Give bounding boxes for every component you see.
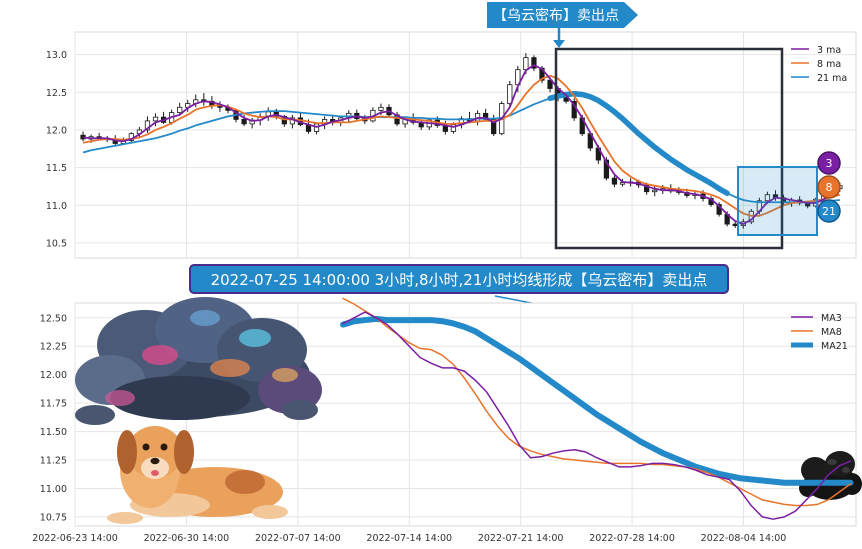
- bottom-x-tick-label: 2022-07-21 14:00: [478, 533, 564, 544]
- legend-ma3-label: MA3: [821, 313, 842, 324]
- ma3-series-line: [342, 311, 852, 520]
- top-callout-shape: [487, 2, 638, 28]
- ma21-line-thin: [82, 97, 551, 154]
- badge-3-circle: [817, 151, 841, 175]
- candle-body: [144, 120, 151, 131]
- candle-body: [241, 118, 247, 125]
- ma21-series-line: [340, 315, 854, 486]
- top-y-ticks: 10.5 11.0 11.5 12.0 12.5 13.0: [46, 50, 67, 249]
- dog-illustration: [107, 426, 288, 524]
- top-callout: 【乌云密布】卖出点: [487, 2, 638, 48]
- bottom-x-tick-label: 2022-07-07 14:00: [255, 533, 341, 544]
- badge-21-circle: [817, 199, 841, 223]
- bottom-legend: MA3 MA8 MA21: [791, 313, 848, 352]
- candle-body: [764, 194, 771, 202]
- badge-21-label: 21: [822, 205, 836, 218]
- candle-body: [652, 189, 658, 193]
- top-legend: 3 ma 8 ma 21 ma: [791, 45, 847, 84]
- top-grid: [74, 32, 856, 258]
- candle-body: [531, 57, 537, 69]
- ma-badges: 3 8 21: [817, 151, 841, 223]
- banner-box: [189, 264, 729, 294]
- legend-3ma-label: 3 ma: [817, 45, 841, 56]
- top-y-tick-label: 13.0: [46, 50, 67, 61]
- bottom-y-tick-label: 10.75: [40, 512, 67, 523]
- candle-body: [603, 159, 610, 179]
- legend-ma8-label: MA8: [821, 327, 842, 338]
- candle-body: [177, 106, 183, 114]
- bottom-y-tick-label: 11.50: [40, 427, 67, 438]
- candle-body: [732, 223, 738, 227]
- badge-8-circle: [817, 175, 841, 199]
- bottom-y-tick-label: 11.25: [40, 456, 67, 467]
- bottom-y-tick-label: 11.00: [40, 484, 67, 495]
- bottom-y-tick-label: 12.50: [40, 313, 67, 324]
- candle-body: [523, 57, 529, 71]
- bottom-y-tick-label: 11.75: [40, 399, 67, 410]
- legend-8ma-label: 8 ma: [817, 59, 841, 70]
- bottom-x-ticks: 2022-06-23 14:00 2022-06-30 14:00 2022-07-…: [32, 533, 786, 544]
- top-y-tick-label: 11.0: [46, 201, 67, 212]
- top-y-tick-label: 10.5: [46, 238, 67, 249]
- badge-3-label: 3: [826, 157, 833, 170]
- legend-21ma-label: 21 ma: [817, 73, 847, 84]
- candle-body: [507, 84, 513, 104]
- bottom-ma-lines: [340, 297, 854, 520]
- badge-8-label: 8: [826, 181, 833, 194]
- bottom-panel: 10.75 11.00 11.25 11.50 11.75 12.00 12.25 12.50…: [32, 297, 862, 544]
- ma21-line-thick: [547, 91, 730, 196]
- storm-cloud-illustration: [75, 297, 322, 425]
- top-callout-arrowhead: [553, 40, 565, 48]
- bottom-y-tick-label: 12.00: [40, 370, 67, 381]
- ma3-line: [82, 64, 841, 226]
- top-callout-text: 【乌云密布】卖出点: [493, 7, 619, 24]
- ma8-series-line: [342, 297, 852, 507]
- top-y-tick-label: 12.5: [46, 88, 67, 99]
- bottom-x-tick-label: 2022-07-14 14:00: [366, 533, 452, 544]
- crossover-zone-box: [737, 166, 818, 236]
- bottom-x-tick-label: 2022-08-04 14:00: [701, 533, 787, 544]
- ma8-line: [82, 74, 841, 217]
- bottom-x-tick-label: 2022-07-28 14:00: [589, 533, 675, 544]
- top-panel: 10.5 11.0 11.5 12.0 12.5 13.0 3 ma 8 ma 21 ma…: [46, 2, 857, 259]
- banner-text: 2022-07-25 14:00:00 3小时,8小时,21小时均线形成【乌云密…: [211, 271, 708, 289]
- candle-body: [547, 79, 553, 89]
- bottom-x-tick-label: 2022-06-30 14:00: [144, 533, 230, 544]
- bottom-y-tick-label: 12.25: [40, 342, 67, 353]
- bottom-y-ticks: 10.75 11.00 11.25 11.50 11.75 12.00 12.25 12.50: [40, 313, 67, 523]
- bottom-x-tick-label: 2022-06-23 14:00: [32, 533, 118, 544]
- top-y-tick-label: 12.0: [46, 125, 67, 136]
- banner: 2022-07-25 14:00:00 3小时,8小时,21小时均线形成【乌云密…: [189, 264, 729, 314]
- candle-body: [378, 106, 384, 111]
- candle-body: [611, 177, 618, 185]
- candle-body: [152, 116, 159, 122]
- top-ma-lines: [82, 64, 841, 226]
- sell-zone-box: [554, 47, 784, 250]
- legend-ma21-label: MA21: [821, 341, 848, 352]
- ma21-line-tail: [726, 192, 840, 204]
- top-y-tick-label: 11.5: [46, 163, 67, 174]
